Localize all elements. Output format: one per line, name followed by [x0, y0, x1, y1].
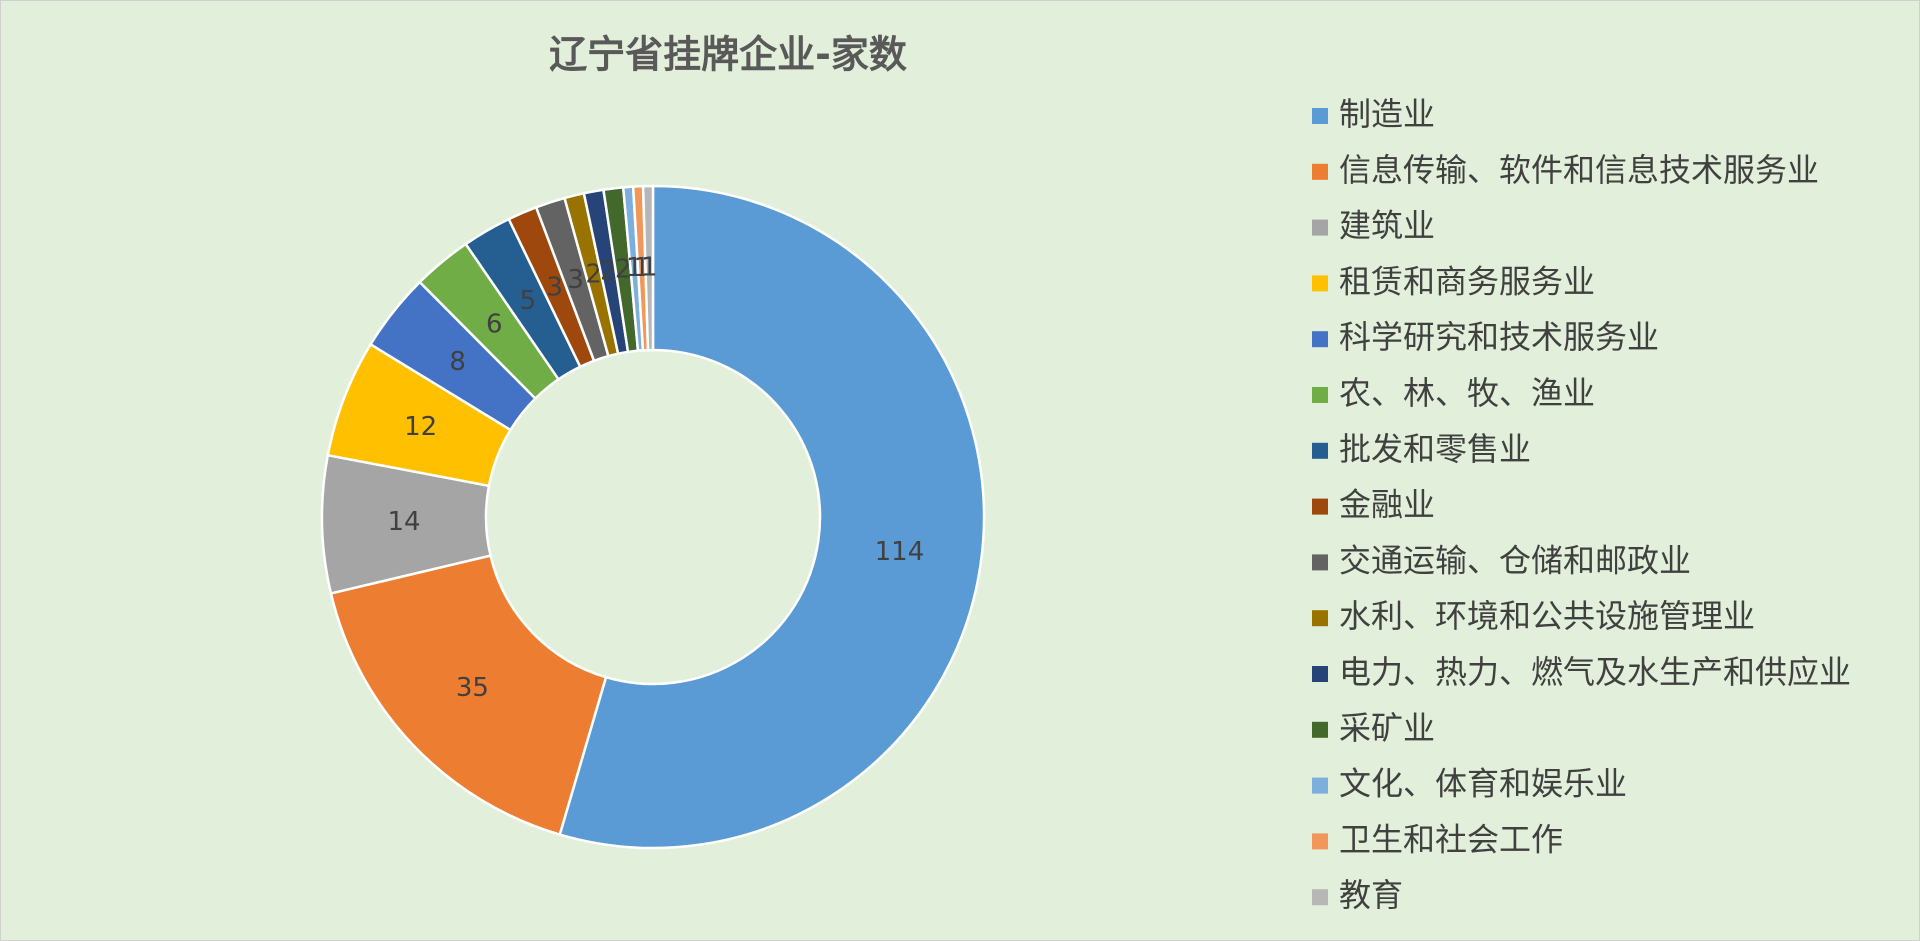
legend-label: 水利、环境和公共设施管理业 [1339, 597, 1755, 635]
data-label: 5 [520, 286, 537, 316]
legend-swatch [1312, 666, 1328, 682]
legend-label: 信息传输、软件和信息技术服务业 [1339, 151, 1819, 189]
legend-swatch [1312, 219, 1328, 236]
legend-swatch [1312, 889, 1328, 906]
legend-swatch [1312, 777, 1328, 794]
data-label: 6 [486, 310, 503, 340]
legend-label: 批发和零售业 [1339, 430, 1531, 468]
chart-title: 辽宁省挂牌企业-家数 [549, 33, 907, 77]
legend-swatch [1312, 163, 1328, 180]
legend-swatch [1312, 331, 1328, 348]
data-label: 2 [600, 257, 617, 287]
legend-swatch [1312, 833, 1328, 850]
legend-swatch [1312, 442, 1328, 459]
data-label: 114 [875, 537, 925, 567]
legend-label: 卫生和社会工作 [1339, 820, 1563, 858]
legend-label: 租赁和商务服务业 [1339, 262, 1595, 300]
legend-label: 金融业 [1339, 486, 1435, 524]
data-label: 3 [546, 273, 563, 303]
donut-slice [558, 184, 986, 850]
legend-label: 科学研究和技术服务业 [1339, 318, 1659, 356]
legend-label: 教育 [1339, 876, 1403, 914]
legend-label: 文化、体育和娱乐业 [1339, 765, 1627, 803]
data-label: 35 [456, 673, 489, 703]
data-label: 14 [388, 507, 421, 537]
data-label: 3 [567, 265, 584, 295]
legend-label: 交通运输、仓储和邮政业 [1339, 541, 1691, 579]
donut-slice [329, 554, 608, 837]
legend-swatch [1312, 498, 1328, 515]
data-label: 2 [585, 260, 602, 290]
legend-label: 采矿业 [1339, 709, 1435, 747]
data-label: 2 [615, 254, 632, 284]
legend-label: 制造业 [1339, 95, 1435, 133]
data-label: 1 [641, 253, 658, 283]
legend-swatch [1312, 721, 1328, 738]
legend-label: 建筑业 [1339, 207, 1435, 245]
legend-swatch [1312, 610, 1328, 627]
legend-label: 电力、热力、燃气及水生产和供应业 [1339, 653, 1851, 691]
data-label: 8 [449, 347, 466, 377]
legend-swatch [1312, 108, 1328, 124]
donut-slice [641, 184, 655, 352]
legend-swatch [1312, 275, 1328, 292]
legend-swatch [1312, 554, 1328, 571]
legend-swatch [1312, 387, 1328, 403]
data-label: 12 [404, 412, 437, 442]
legend-label: 农、林、牧、渔业 [1339, 374, 1595, 412]
